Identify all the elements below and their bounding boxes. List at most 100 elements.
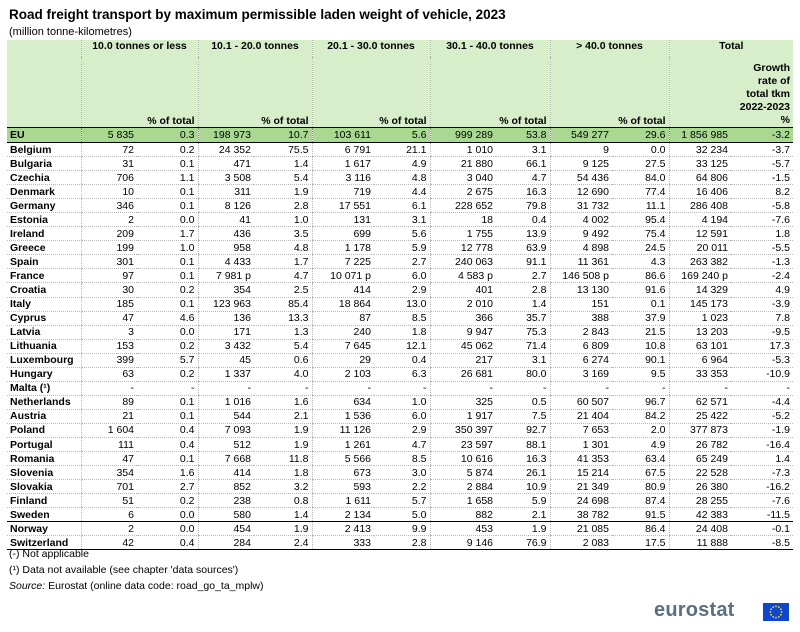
value-cell: 3 432 (197, 339, 254, 354)
eurostat-logo-text: eurostat (654, 599, 735, 621)
value-cell: 103 611 (311, 127, 374, 143)
pct-cell: 2.2 (374, 479, 430, 495)
flag-star-icon (769, 611, 772, 613)
table-row: Lithuania 153 0.2 3 432 5.4 7 645 12.1 45 062 71… (7, 339, 793, 354)
table-body: EU 5 835 0.3 198 973 10.7 103 611 5.6 999 289 53… (7, 127, 793, 551)
growth-cell: -16.2 (731, 479, 793, 495)
value-cell: 199 (80, 240, 137, 256)
value-cell: 1 023 (668, 311, 731, 326)
value-cell: 21 349 (549, 479, 612, 495)
value-cell: 153 (80, 339, 137, 354)
value-cell: 284 (197, 535, 254, 551)
value-cell: 3 040 (429, 170, 496, 186)
value-cell: 471 (197, 156, 254, 172)
growth-cell: -1.9 (731, 423, 793, 438)
growth-cell: -5.2 (731, 409, 793, 424)
pct-cell: 0.0 (137, 521, 198, 537)
pct-cell: 0.1 (137, 451, 198, 467)
growth-cell: -5.5 (731, 240, 793, 256)
pct-cell: 4.7 (374, 437, 430, 453)
value-cell: 958 (197, 240, 254, 256)
table-row: Switzerland 42 0.4 284 2.4 333 2.8 9 146 76.9 2 0… (7, 535, 793, 551)
source-label: Source: (9, 580, 46, 592)
value-cell: 1 536 (311, 409, 374, 424)
growth-cell: 17.3 (731, 339, 793, 354)
value-cell: 7 981 p (197, 268, 254, 284)
value-cell: 26 681 (429, 367, 496, 382)
value-cell: 1 178 (311, 240, 374, 256)
value-cell: 5 566 (311, 451, 374, 467)
pct-cell: 4.8 (254, 240, 312, 256)
pct-cell: 4.6 (137, 311, 198, 326)
header-blank (429, 57, 496, 128)
value-cell: 2 413 (311, 521, 374, 537)
group-header-row: 10.0 tonnes or less 10.1 - 20.0 tonnes 2… (7, 40, 793, 57)
value-cell: 12 591 (668, 226, 731, 242)
value-cell: 97 (80, 268, 137, 284)
value-cell: 10 (80, 184, 137, 200)
table-row: Italy 185 0.1 123 963 85.4 18 864 13.0 2 010 1.4… (7, 297, 793, 312)
value-cell: 4 002 (549, 212, 612, 228)
value-cell: 7 225 (311, 254, 374, 270)
value-cell: 228 652 (429, 198, 496, 214)
value-cell: 4 583 p (429, 268, 496, 284)
table-row: Greece 199 1.0 958 4.8 1 178 5.9 12 778 63.9 4 89… (7, 240, 793, 256)
growth-cell: -1.5 (731, 170, 793, 186)
group-header: 10.1 - 20.0 tonnes (197, 40, 312, 57)
value-cell: 6 274 (549, 353, 612, 368)
country-name: Italy (7, 297, 81, 312)
value-cell: 21 880 (429, 156, 496, 172)
value-cell: 32 234 (668, 142, 731, 158)
pct-cell: 0.4 (374, 353, 430, 368)
value-cell: 238 (197, 493, 254, 509)
value-cell: 1 604 (80, 423, 137, 438)
country-name: Poland (7, 423, 81, 438)
value-cell: 1 301 (549, 437, 612, 453)
growth-header-line: Growth (753, 62, 790, 74)
pct-header: % of total (254, 57, 312, 128)
footnote-not-applicable: (-) Not applicable (9, 548, 89, 560)
pct-cell: 0.1 (137, 395, 198, 410)
table-row: Spain 301 0.1 4 433 1.7 7 225 2.7 240 063 91.1 11… (7, 254, 793, 270)
value-cell: 30 (80, 282, 137, 298)
table-row: Finland 51 0.2 238 0.8 1 611 5.7 1 658 5.9 24 698… (7, 493, 793, 509)
pct-cell: 0.4 (137, 535, 198, 551)
pct-cell: 6.0 (374, 409, 430, 424)
pct-cell: 2.4 (254, 535, 312, 551)
value-cell: 41 353 (549, 451, 612, 467)
pct-cell: 0.1 (137, 409, 198, 424)
growth-cell: -11.5 (731, 507, 793, 523)
growth-cell: -1.3 (731, 254, 793, 270)
value-cell: 9 947 (429, 325, 496, 340)
pct-cell: 11.1 (612, 198, 669, 214)
value-cell: 9 146 (429, 535, 496, 551)
page-subtitle: (million tonne-kilometres) (9, 26, 132, 38)
value-cell: 286 408 (668, 198, 731, 214)
value-cell: 29 (311, 353, 374, 368)
pct-cell: 75.3 (496, 325, 550, 340)
table-row: Poland 1 604 0.4 7 093 1.9 11 126 2.9 350 397 92… (7, 423, 793, 438)
value-cell: 1 010 (429, 142, 496, 158)
value-cell: 4 898 (549, 240, 612, 256)
country-name: Greece (7, 240, 81, 256)
pct-cell: 0.0 (612, 142, 669, 158)
value-cell: 24 408 (668, 521, 731, 537)
pct-header: % of total (374, 57, 430, 128)
value-cell: 21 (80, 409, 137, 424)
value-cell: 45 (197, 353, 254, 368)
pct-cell: 1.0 (254, 212, 312, 228)
pct-cell: 3.1 (496, 142, 550, 158)
value-cell: 1 611 (311, 493, 374, 509)
flag-star-icon (775, 616, 777, 619)
value-cell: 634 (311, 395, 374, 410)
pct-cell: 13.9 (496, 226, 550, 242)
value-cell: 882 (429, 507, 496, 523)
country-name: Hungary (7, 367, 81, 382)
country-name: Germany (7, 198, 81, 214)
growth-cell: 4.9 (731, 282, 793, 298)
table-row: Slovakia 701 2.7 852 3.2 593 2.2 2 884 10.9 21 34… (7, 479, 793, 495)
group-header: 30.1 - 40.0 tonnes (429, 40, 550, 57)
pct-cell: 6.0 (374, 268, 430, 284)
pct-cell: 88.1 (496, 437, 550, 453)
growth-cell: - (731, 381, 793, 396)
